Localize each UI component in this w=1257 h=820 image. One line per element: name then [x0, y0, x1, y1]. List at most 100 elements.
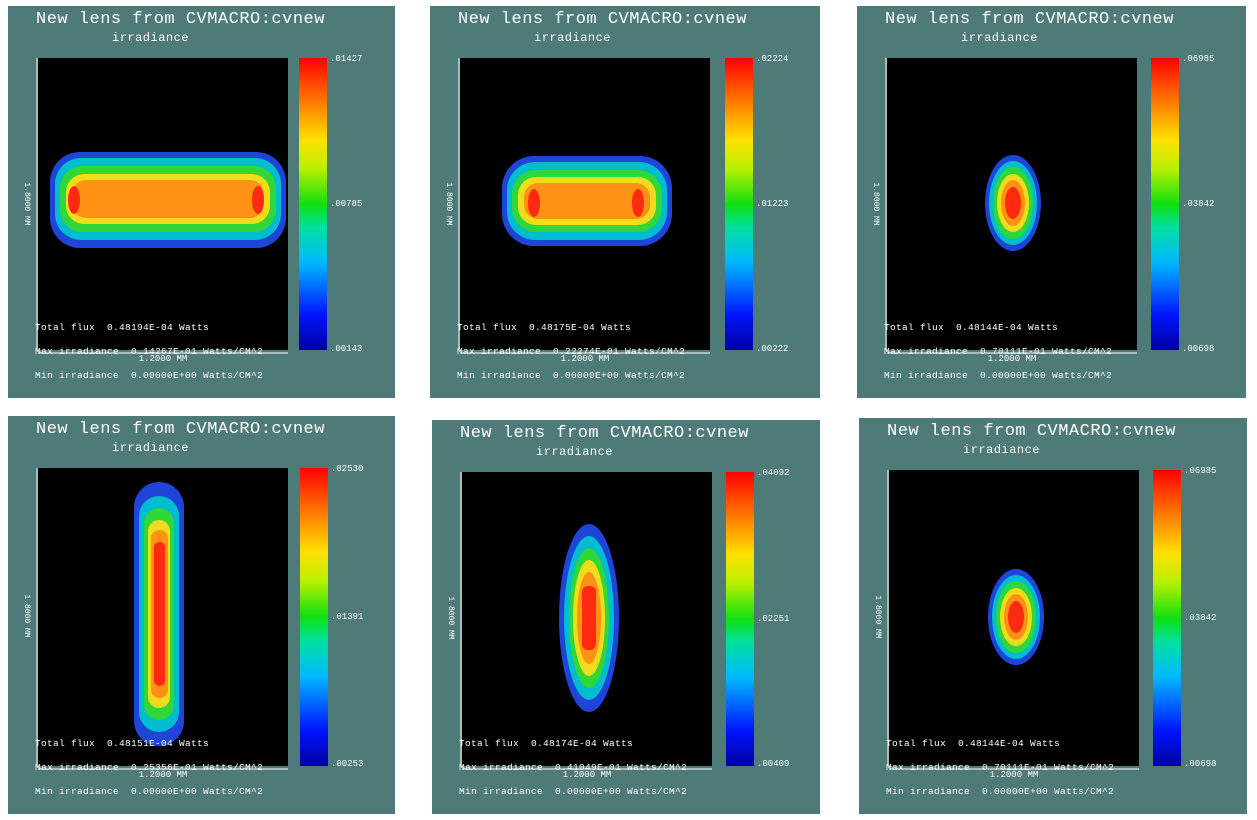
colorbar-tick-min: .00698: [1184, 759, 1216, 769]
panel-subtitle: irradiance: [963, 443, 1041, 457]
spot-orange: [72, 180, 264, 218]
colorbar-tick-mid: .03842: [1184, 613, 1216, 623]
total-flux: Total flux 0.48144E-04 Watts: [884, 322, 1059, 333]
x-axis-label: 1.2000 MM: [563, 770, 612, 780]
irradiance-spot: [985, 155, 1041, 251]
flux-info: Total flux 0.48151E-04 Watts Max irradia…: [35, 724, 263, 812]
irradiance-spot: [50, 152, 286, 248]
irradiance-plot: .04092 .02251 .00409 1.2000 MM 1.8000 MM: [446, 468, 789, 780]
colorbar: [725, 58, 753, 350]
colorbar-tick-mid: .01223: [756, 199, 788, 209]
spot-red: [582, 586, 596, 650]
irradiance-plot: .02224 .01223 .00222 1.2000 MM 1.8000 MM: [444, 54, 788, 364]
spot-orange: [524, 183, 650, 219]
irradiance-plot: .06985 .03842 .00698 1.2000 MM 1.8000 MM: [873, 466, 1216, 780]
colorbar-tick-max: .02530: [331, 464, 363, 474]
total-flux: Total flux 0.48144E-04 Watts: [886, 738, 1061, 749]
irradiance-spot: [134, 482, 184, 746]
irradiance-panel-2: New lens from CVMACRO:cvnew irradiance .…: [430, 6, 820, 398]
colorbar: [726, 472, 754, 766]
panel-subtitle: irradiance: [534, 31, 612, 45]
spot-red-left: [68, 186, 80, 214]
max-irradiance: Max irradiance 0.70111E-01 Watts/CM^2: [886, 762, 1115, 773]
irradiance-plot: .06985 .03842 .00698 1.2000 MM 1.8000 MM: [871, 54, 1214, 364]
colorbar-tick-max: .02224: [756, 54, 788, 64]
panel-subtitle: irradiance: [112, 441, 190, 455]
colorbar-tick-min: .00253: [331, 759, 363, 769]
colorbar: [300, 468, 328, 766]
flux-info: Total flux 0.48175E-04 Watts Max irradia…: [457, 308, 685, 396]
panel-subtitle: irradiance: [112, 31, 190, 45]
min-irradiance: Min irradiance 0.00000E+00 Watts/CM^2: [886, 786, 1115, 797]
total-flux: Total flux 0.48174E-04 Watts: [459, 738, 634, 749]
max-irradiance: Max irradiance 0.14267E-01 Watts/CM^2: [35, 346, 264, 357]
max-irradiance: Max irradiance 0.22274E-01 Watts/CM^2: [457, 346, 686, 357]
total-flux: Total flux 0.48151E-04 Watts: [35, 738, 210, 749]
panel-title: New lens from CVMACRO:cvnew: [887, 422, 1176, 441]
y-axis-label: 1.8000 MM: [22, 594, 31, 637]
min-irradiance: Min irradiance 0.00000E+00 Watts/CM^2: [884, 370, 1113, 381]
min-irradiance: Min irradiance 0.00000E+00 Watts/CM^2: [459, 786, 688, 797]
colorbar-tick-min: .00698: [1182, 344, 1214, 354]
colorbar-tick-max: .01427: [330, 54, 362, 64]
colorbar-tick-min: .00143: [330, 344, 362, 354]
flux-info: Total flux 0.48144E-04 Watts Max irradia…: [886, 724, 1114, 812]
colorbar-tick-max: .06985: [1182, 54, 1214, 64]
colorbar-tick-mid: .02251: [757, 614, 789, 624]
spot-red-right: [632, 189, 644, 217]
x-axis-label: 1.2000 MM: [139, 770, 188, 780]
irradiance-plot: .02530 .01391 .00253 1.2000 MM 1.8000 MM: [22, 464, 363, 780]
irradiance-spot: [988, 569, 1044, 665]
x-axis-label: 1.2000 MM: [990, 770, 1039, 780]
x-axis-label: 1.2000 MM: [988, 354, 1037, 364]
colorbar: [299, 58, 327, 350]
max-irradiance: Max irradiance 0.25356E-01 Watts/CM^2: [35, 762, 264, 773]
x-axis-label: 1.2000 MM: [139, 354, 188, 364]
irradiance-panel-1: New lens from CVMACRO:cvnew irradiance .…: [8, 6, 395, 398]
flux-info: Total flux 0.48174E-04 Watts Max irradia…: [459, 724, 687, 812]
colorbar-tick-mid: .00785: [330, 199, 362, 209]
max-irradiance: Max irradiance 0.41049E-01 Watts/CM^2: [459, 762, 688, 773]
x-axis-label: 1.2000 MM: [561, 354, 610, 364]
irradiance-plot: .01427 .00785 .00143 1.2000 MM 1.8000 MM: [22, 54, 362, 364]
min-irradiance: Min irradiance 0.00000E+00 Watts/CM^2: [35, 786, 264, 797]
flux-info: Total flux 0.48144E-04 Watts Max irradia…: [884, 308, 1112, 396]
irradiance-panel-5: New lens from CVMACRO:cvnew irradiance .…: [432, 420, 820, 814]
total-flux: Total flux 0.48175E-04 Watts: [457, 322, 632, 333]
min-irradiance: Min irradiance 0.00000E+00 Watts/CM^2: [35, 370, 264, 381]
y-axis-label: 1.8000 MM: [444, 182, 453, 225]
irradiance-spot: [559, 524, 619, 712]
panel-subtitle: irradiance: [536, 445, 614, 459]
colorbar-tick-max: .06985: [1184, 466, 1216, 476]
min-irradiance: Min irradiance 0.00000E+00 Watts/CM^2: [457, 370, 686, 381]
spot-red: [1008, 601, 1024, 633]
flux-info: Total flux 0.48194E-04 Watts Max irradia…: [35, 308, 263, 396]
colorbar: [1151, 58, 1179, 350]
panel-title: New lens from CVMACRO:cvnew: [458, 10, 747, 29]
y-axis-label: 1.8000 MM: [446, 596, 455, 639]
spot-red: [154, 542, 165, 686]
panel-title: New lens from CVMACRO:cvnew: [36, 10, 325, 29]
panel-title: New lens from CVMACRO:cvnew: [460, 424, 749, 443]
colorbar-tick-min: .00409: [757, 759, 789, 769]
colorbar-tick-max: .04092: [757, 468, 789, 478]
irradiance-panel-4: New lens from CVMACRO:cvnew irradiance .…: [8, 416, 395, 814]
y-axis-label: 1.8000 MM: [871, 182, 880, 225]
spot-red: [1005, 187, 1021, 219]
spot-red-right: [252, 186, 264, 214]
y-axis-label: 1.8000 MM: [22, 182, 31, 225]
colorbar-tick-mid: .03842: [1182, 199, 1214, 209]
panel-title: New lens from CVMACRO:cvnew: [885, 10, 1174, 29]
irradiance-panel-3: New lens from CVMACRO:cvnew irradiance .…: [857, 6, 1246, 398]
total-flux: Total flux 0.48194E-04 Watts: [35, 322, 210, 333]
panel-subtitle: irradiance: [961, 31, 1039, 45]
max-irradiance: Max irradiance 0.70111E-01 Watts/CM^2: [884, 346, 1113, 357]
spot-red-left: [528, 189, 540, 217]
colorbar: [1153, 470, 1181, 766]
colorbar-tick-mid: .01391: [331, 612, 363, 622]
irradiance-spot: [502, 156, 672, 246]
panel-title: New lens from CVMACRO:cvnew: [36, 420, 325, 439]
y-axis-label: 1.8000 MM: [873, 595, 882, 638]
colorbar-tick-min: .00222: [756, 344, 788, 354]
irradiance-panel-6: New lens from CVMACRO:cvnew irradiance .…: [859, 418, 1247, 814]
